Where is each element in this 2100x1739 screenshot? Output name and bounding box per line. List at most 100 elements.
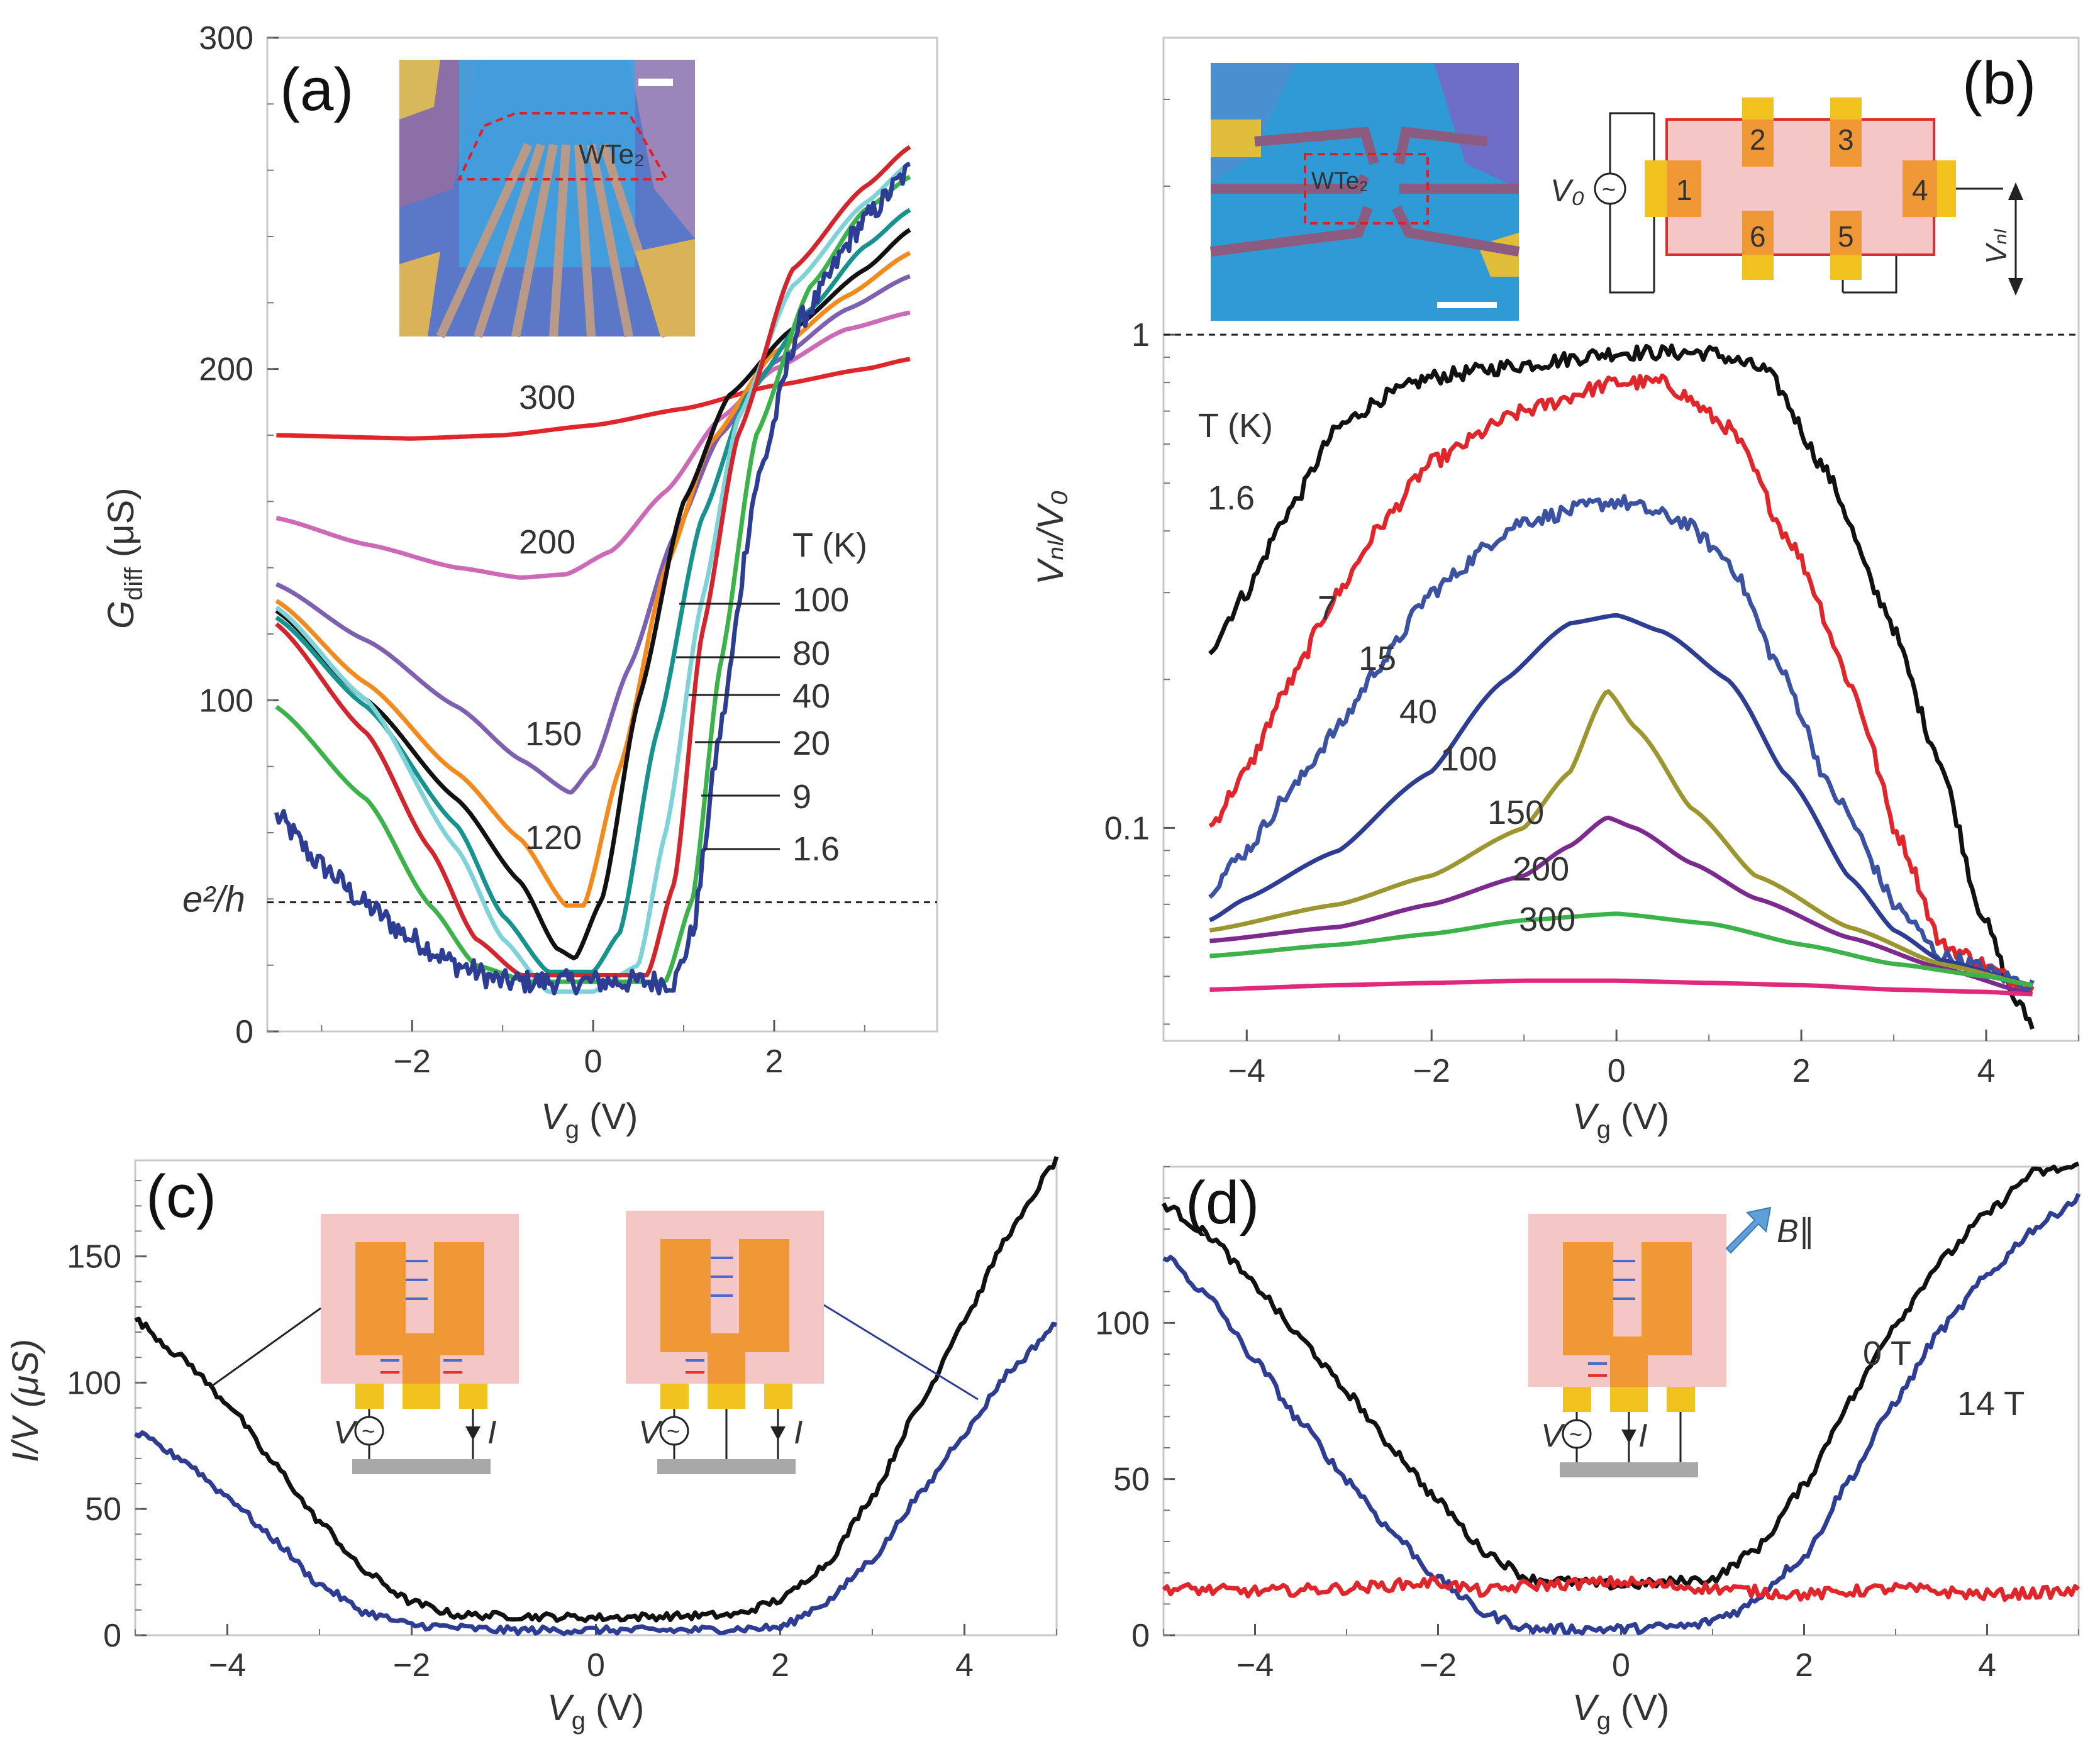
b-contact-4: 4 <box>1912 174 1928 206</box>
a-ytick-label: 200 <box>199 352 253 388</box>
panel-c-ylabel: I/V (μS) <box>5 1339 46 1462</box>
panel-c-axes: −4 −2 0 2 4 0 50 100 150 <box>67 1180 1057 1684</box>
b-xlabel-sub: g <box>1597 1116 1611 1143</box>
a-curve-label-100: 100 <box>792 581 849 619</box>
b-xtick-label: −4 <box>1228 1053 1265 1089</box>
a-curve-label-40: 40 <box>792 677 830 715</box>
a-xlabel-main: V <box>541 1096 569 1137</box>
series-b-100 <box>1209 689 2033 987</box>
series-b-200 <box>1209 911 2033 987</box>
b-curve-label-150: 150 <box>1487 794 1544 831</box>
d-xlabel-sub: g <box>1597 1707 1611 1735</box>
panel-a-eh-label: e²/h <box>182 879 245 920</box>
panel-b-axes: −4 −2 0 2 4 0.1 1 <box>1104 98 2079 1089</box>
panel-d-axes: −4 −2 0 2 4 0 50 100 <box>1095 1166 2079 1684</box>
a-xlabel-sub: g <box>565 1116 579 1143</box>
series-a-200 <box>275 310 911 580</box>
a-xtick-label: 0 <box>584 1043 603 1080</box>
b-device-channel <box>1665 118 1935 256</box>
c-right-I-label: I <box>794 1414 803 1451</box>
c-right-V-label: V <box>638 1414 663 1451</box>
d-ytick-label: 0 <box>1131 1618 1150 1654</box>
d-field-label: B∥ <box>1777 1213 1815 1250</box>
panel-b-frame <box>1162 36 2080 1042</box>
a-xlabel-unit: (V) <box>579 1096 638 1137</box>
b-xlabel-main: V <box>1572 1096 1600 1137</box>
a-curve-label-9: 9 <box>792 778 811 816</box>
series-b-1.6 <box>1208 343 2035 1030</box>
panel-a-ylabel: Gdiff (μS) <box>101 487 148 629</box>
a-curve-label-80: 80 <box>792 635 830 672</box>
b-contact-6: 6 <box>1750 220 1766 253</box>
a-xtick-label: −2 <box>394 1043 431 1080</box>
series-a-1.6 <box>274 162 911 996</box>
panel-a-frame <box>266 36 938 1033</box>
b-ytick-label: 0.1 <box>1104 810 1150 847</box>
b-contact-3: 3 <box>1838 123 1854 156</box>
c-schematic-right: ~ V I <box>626 1211 979 1474</box>
series-a-150 <box>275 274 911 795</box>
panel-b-inset-micrograph: WTe₂ <box>1209 63 1520 321</box>
d-ytick-label: 100 <box>1095 1305 1150 1342</box>
b-curve-label-7: 7 <box>1318 589 1336 627</box>
d-xlabel-unit: (V) <box>1611 1687 1669 1728</box>
d-label-14T: 14 T <box>1957 1385 2025 1423</box>
series-d-red <box>1162 1575 2081 1602</box>
d-xtick-label: 2 <box>1795 1647 1813 1684</box>
b-xtick-label: −2 <box>1413 1053 1450 1089</box>
c-left-ac-source-icon <box>354 1416 384 1446</box>
panel-b-label: (b) <box>1962 50 2036 117</box>
b-v0-label: V₀ <box>1550 173 1584 208</box>
series-b-150 <box>1209 815 2033 997</box>
panel-a-inset-scalebar <box>638 79 673 86</box>
c-ytick-label: 100 <box>67 1365 121 1401</box>
a-leader-lines <box>676 603 780 850</box>
panel-b-inset-label: WTe₂ <box>1311 168 1369 194</box>
b-temp-header: T (K) <box>1198 407 1273 445</box>
series-a-40 <box>275 162 911 994</box>
svg-text:~: ~ <box>1569 1421 1582 1447</box>
c-ytick-label: 0 <box>103 1618 121 1654</box>
b-vnl-label: Vₙₗ <box>1980 228 2013 264</box>
b-curve-label-100: 100 <box>1440 740 1497 778</box>
b-curve-label-40: 40 <box>1399 693 1437 731</box>
series-d-14-T <box>1162 1192 2081 1636</box>
a-ytick-label: 300 <box>199 20 253 57</box>
d-schematic: ~ V I B∥ <box>1528 1206 1815 1477</box>
series-a-120 <box>275 251 911 908</box>
d-label-0T: 0 T <box>1863 1335 1911 1372</box>
c-xtick-label: 2 <box>771 1647 789 1684</box>
b-curve-label-1.6: 1.6 <box>1208 479 1255 517</box>
d-ground-bar <box>1560 1462 1698 1477</box>
c-left-V-label: V <box>333 1414 358 1451</box>
c-ytick-label: 150 <box>67 1239 121 1275</box>
c-right-ground-bar <box>657 1459 796 1474</box>
svg-text:~: ~ <box>667 1418 680 1444</box>
panel-c-label: (c) <box>146 1163 216 1230</box>
svg-text:~: ~ <box>1602 177 1616 203</box>
b-ac-source-icon <box>1594 172 1626 205</box>
panel-a-xlabel: Vg (V) <box>541 1096 638 1143</box>
c-xlabel-main: V <box>547 1687 575 1728</box>
c-xlabel-sub: g <box>572 1707 586 1735</box>
a-temp-header: T (K) <box>792 526 867 564</box>
panel-c-frame <box>134 1159 1058 1636</box>
panel-a-inset-micrograph: WTe₂ <box>399 60 695 338</box>
a-curve-label-120: 120 <box>525 819 582 857</box>
a-xtick-label: 2 <box>765 1043 783 1080</box>
panel-a: −2 0 20 100 200 300 WTe₂ (a) <box>101 20 938 1143</box>
d-ytick-label: 50 <box>1113 1462 1150 1498</box>
a-curve-label-20: 20 <box>792 725 830 762</box>
d-V-label: V <box>1541 1418 1565 1454</box>
d-xlabel-main: V <box>1572 1687 1600 1728</box>
b-curve-label-300: 300 <box>1519 901 1575 938</box>
b-xtick-label: 4 <box>1977 1053 1996 1089</box>
series-b-15 <box>1208 494 2035 992</box>
a-curve-label-1.6: 1.6 <box>792 830 840 868</box>
panel-a-label: (a) <box>280 56 353 123</box>
series-c-black <box>134 1156 1059 1623</box>
a-ylabel-main: G <box>101 601 142 629</box>
a-ylabel-unit: (μS) <box>101 487 142 567</box>
b-curve-label-200: 200 <box>1513 850 1569 888</box>
panel-d-xlabel: Vg (V) <box>1572 1687 1669 1735</box>
